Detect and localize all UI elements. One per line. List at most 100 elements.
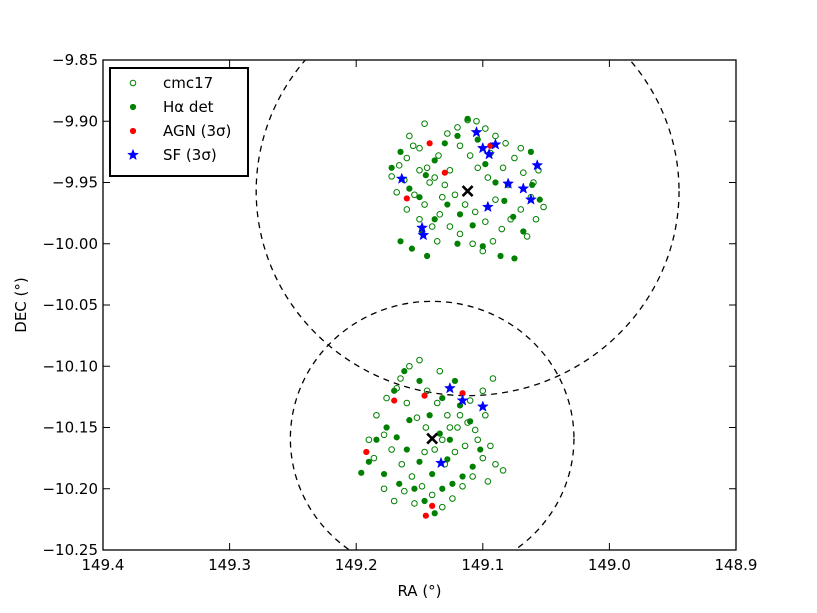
- point-cmc17: [492, 196, 499, 203]
- point-cmc17: [401, 487, 408, 495]
- point-cmc17: [403, 399, 411, 407]
- x-tick-label: 149.2: [335, 556, 378, 574]
- point-h-det: [520, 228, 527, 235]
- point-cmc17: [433, 238, 441, 245]
- point-agn-3: [391, 397, 398, 404]
- point-sf-3: [435, 456, 448, 469]
- point-cmc17: [403, 206, 411, 213]
- point-h-det: [454, 240, 461, 247]
- point-cmc17: [449, 495, 456, 502]
- point-cmc17: [466, 397, 474, 404]
- point-cmc17: [471, 208, 479, 216]
- field-circle-2: [289, 300, 575, 550]
- point-h-det: [444, 456, 451, 463]
- legend-marker: [129, 79, 137, 87]
- point-h-det: [431, 157, 438, 164]
- x-axis-label: RA (°): [397, 582, 441, 600]
- point-cmc17: [421, 120, 428, 127]
- point-cmc17: [388, 173, 395, 180]
- point-agn-3: [421, 392, 428, 399]
- point-cmc17: [499, 164, 507, 172]
- point-h-det: [401, 368, 408, 375]
- point-cmc17: [451, 448, 459, 456]
- point-cmc17: [438, 436, 446, 444]
- point-h-det: [429, 470, 436, 478]
- point-h-det: [391, 387, 398, 394]
- point-sf-3: [502, 177, 515, 189]
- point-h-det: [416, 458, 423, 465]
- point-cmc17: [395, 162, 403, 169]
- point-h-det: [388, 164, 395, 171]
- point-h-det: [510, 213, 517, 220]
- point-h-det: [358, 469, 365, 476]
- point-cmc17: [474, 164, 482, 172]
- point-h-det: [396, 480, 403, 487]
- point-cmc17: [365, 436, 373, 444]
- point-cmc17: [456, 142, 464, 150]
- point-cmc17: [469, 240, 476, 248]
- point-h-det: [464, 115, 471, 122]
- point-cmc17: [406, 132, 413, 140]
- point-h-det: [431, 216, 438, 223]
- point-h-det: [416, 377, 423, 385]
- point-h-det: [511, 255, 518, 262]
- point-cmc17: [380, 485, 388, 493]
- x-axis-ticks: 149.4 149.3 149.2 149.1 149.0 148.9: [82, 60, 758, 574]
- point-cmc17: [383, 394, 390, 402]
- point-agn-3: [426, 140, 433, 147]
- point-cmc17: [390, 497, 398, 505]
- point-h-det: [423, 252, 431, 260]
- point-h-det: [469, 222, 476, 229]
- point-cmc17: [388, 446, 395, 453]
- point-h-det: [397, 238, 404, 245]
- point-cmc17: [370, 454, 378, 462]
- point-h-det: [479, 243, 486, 250]
- point-cmc17: [416, 215, 423, 223]
- x-tick-label: 148.9: [715, 556, 758, 574]
- point-cmc17: [487, 442, 494, 450]
- point-cmc17: [479, 454, 487, 462]
- point-cmc17: [406, 362, 413, 370]
- point-h-det: [426, 412, 433, 419]
- point-cmc17: [416, 356, 423, 364]
- point-cmc17: [380, 431, 388, 439]
- point-sf-3: [470, 125, 483, 138]
- point-h-det: [365, 458, 372, 465]
- point-sf-3: [476, 141, 489, 154]
- field-circles: [255, 60, 680, 550]
- point-cmc17: [428, 223, 436, 230]
- y-tick-label: −10.20: [42, 480, 98, 498]
- point-cmc17: [471, 426, 479, 434]
- y-axis-ticks: −9.85 −9.90 −9.95 −10.00 −10.05 −10.10 −10.15 −…: [42, 51, 736, 559]
- point-h-det: [467, 418, 474, 425]
- point-agn-3: [459, 390, 466, 397]
- point-cmc17: [423, 164, 431, 172]
- point-cmc17: [428, 491, 436, 499]
- point-cmc17: [459, 483, 466, 490]
- point-h-det: [406, 185, 413, 192]
- point-cmc17: [433, 399, 441, 407]
- point-h-det: [456, 402, 464, 409]
- point-cmc17: [373, 411, 380, 419]
- point-h-det: [439, 485, 446, 492]
- point-h-det: [436, 430, 443, 437]
- point-cmc17: [413, 414, 421, 422]
- point-cmc17: [461, 201, 469, 208]
- point-sf-3: [524, 193, 537, 205]
- point-cmc17: [409, 142, 417, 150]
- point-sf-3: [483, 148, 496, 160]
- point-sf-3: [517, 182, 530, 194]
- point-h-det: [408, 245, 416, 252]
- point-cmc17: [473, 117, 480, 125]
- point-h-det: [397, 148, 404, 155]
- legend-marker: [126, 148, 140, 161]
- point-cmc17: [408, 473, 416, 480]
- legend-label: Hα det: [163, 98, 214, 116]
- point-cmc17: [523, 233, 531, 240]
- point-cmc17: [446, 424, 454, 431]
- point-cmc17: [418, 483, 426, 490]
- legend-label: AGN (3σ): [163, 122, 231, 140]
- point-cmc17: [451, 191, 459, 199]
- point-cmc17: [511, 154, 518, 162]
- point-agn-3: [363, 448, 370, 456]
